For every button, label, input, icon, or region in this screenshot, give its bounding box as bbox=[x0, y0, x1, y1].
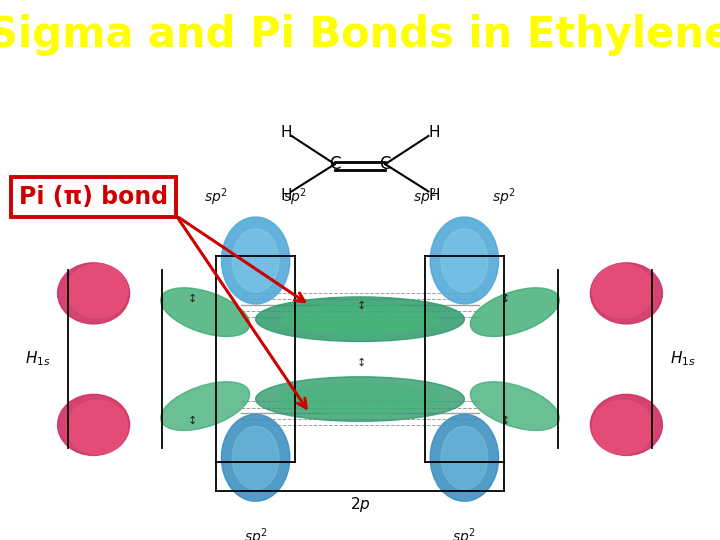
Ellipse shape bbox=[66, 264, 128, 318]
Ellipse shape bbox=[431, 217, 498, 304]
Text: $H_{1s}$: $H_{1s}$ bbox=[24, 350, 50, 368]
Ellipse shape bbox=[441, 426, 488, 489]
Ellipse shape bbox=[592, 264, 654, 318]
Ellipse shape bbox=[470, 382, 559, 430]
Text: H: H bbox=[280, 125, 292, 140]
Text: C: C bbox=[458, 350, 471, 368]
Ellipse shape bbox=[58, 263, 130, 324]
Ellipse shape bbox=[470, 288, 559, 336]
Text: $\updownarrow$: $\updownarrow$ bbox=[185, 414, 197, 426]
Ellipse shape bbox=[590, 263, 662, 324]
Ellipse shape bbox=[66, 400, 128, 454]
Text: $\updownarrow$: $\updownarrow$ bbox=[498, 414, 510, 426]
Text: $sp^2$: $sp^2$ bbox=[413, 186, 437, 208]
Ellipse shape bbox=[592, 400, 654, 454]
Text: $\updownarrow$: $\updownarrow$ bbox=[185, 292, 197, 304]
Text: $H_{1s}$: $H_{1s}$ bbox=[670, 350, 696, 368]
Text: $\updownarrow$: $\updownarrow$ bbox=[354, 355, 366, 368]
Ellipse shape bbox=[256, 297, 464, 341]
Text: H: H bbox=[280, 188, 292, 202]
Ellipse shape bbox=[441, 229, 488, 292]
Ellipse shape bbox=[222, 217, 289, 304]
Ellipse shape bbox=[281, 384, 439, 414]
Text: $\updownarrow$: $\updownarrow$ bbox=[498, 292, 510, 304]
Ellipse shape bbox=[232, 426, 279, 489]
Text: C: C bbox=[329, 155, 341, 173]
Text: $2p$: $2p$ bbox=[350, 495, 370, 514]
Ellipse shape bbox=[281, 304, 439, 334]
Ellipse shape bbox=[431, 414, 498, 501]
Text: $sp^2$: $sp^2$ bbox=[243, 527, 268, 540]
Text: Pi (π) bond: Pi (π) bond bbox=[19, 185, 168, 209]
Text: Sigma and Pi Bonds in Ethylene: Sigma and Pi Bonds in Ethylene bbox=[0, 14, 720, 56]
Text: $sp^2$: $sp^2$ bbox=[204, 186, 228, 208]
Ellipse shape bbox=[161, 288, 250, 336]
Text: C: C bbox=[249, 350, 262, 368]
Ellipse shape bbox=[232, 229, 279, 292]
Text: $sp^2$: $sp^2$ bbox=[492, 186, 516, 208]
Text: H: H bbox=[428, 188, 440, 202]
Text: C: C bbox=[379, 155, 391, 173]
Ellipse shape bbox=[222, 414, 289, 501]
Ellipse shape bbox=[58, 394, 130, 455]
Text: $sp^2$: $sp^2$ bbox=[452, 527, 477, 540]
Text: $\updownarrow$: $\updownarrow$ bbox=[354, 299, 366, 311]
Ellipse shape bbox=[590, 394, 662, 455]
Text: H: H bbox=[428, 125, 440, 140]
Text: $sp^2$: $sp^2$ bbox=[283, 186, 307, 208]
Ellipse shape bbox=[161, 382, 250, 430]
Ellipse shape bbox=[256, 377, 464, 421]
